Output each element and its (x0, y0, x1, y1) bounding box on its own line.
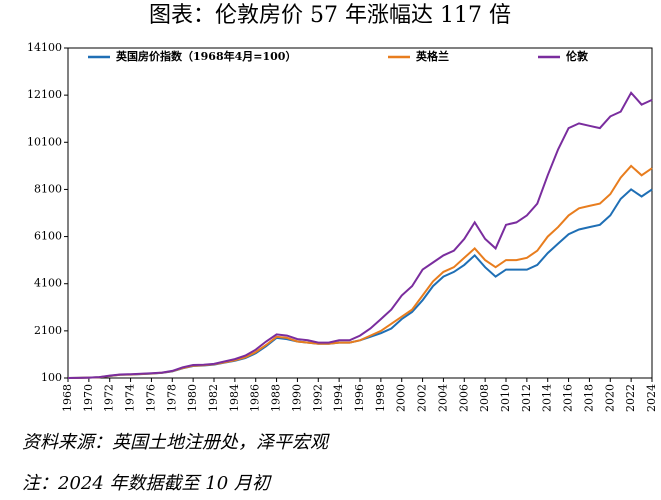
plot-frame (67, 47, 653, 379)
y-tick-label: 4100 (34, 277, 62, 290)
x-tick-label: 1978 (165, 384, 178, 412)
y-tick-label: 14100 (27, 41, 62, 54)
y-tick-label: 10100 (27, 135, 62, 148)
x-tick-label: 2010 (499, 384, 512, 412)
series-line (67, 91, 653, 379)
legend-label: 伦敦 (566, 49, 589, 63)
x-tick-label: 2004 (436, 384, 449, 412)
x-tick-label: 1984 (228, 384, 241, 412)
x-tick-label: 1976 (144, 384, 157, 412)
x-tick-label: 2024 (645, 384, 658, 412)
chart-title: 图表：伦敦房价 57 年涨幅达 117 倍 (149, 3, 511, 28)
x-tick-label: 1996 (353, 384, 366, 412)
x-tick-label: 2012 (520, 384, 533, 412)
source: 资料来源：英国土地注册处，泽平宏观 (22, 432, 330, 453)
x-tick-label: 1968 (61, 384, 74, 412)
x-tick-label: 1982 (207, 384, 220, 412)
series-line (67, 164, 653, 379)
x-tick-label: 2000 (395, 384, 408, 412)
x-tick-label: 1986 (249, 384, 262, 412)
y-tick-label: 6100 (34, 230, 62, 243)
x-tick-label: 2014 (541, 384, 554, 412)
legend-label: 英格兰 (415, 49, 449, 63)
x-tick-label: 2020 (603, 384, 616, 412)
note: 注：2024 年数据截至 10 月初 (22, 473, 273, 494)
x-tick-label: 2008 (478, 384, 491, 412)
y-tick-label: 100 (41, 371, 62, 384)
y-tick-label: 12100 (27, 88, 62, 101)
y-tick-label: 8100 (34, 182, 62, 195)
x-tick-label: 1994 (332, 384, 345, 412)
x-tick-label: 2022 (624, 384, 637, 412)
legend-label: 英国房价指数（1968年4月=100） (115, 49, 296, 63)
x-tick-label: 1980 (186, 384, 199, 412)
x-tick-label: 2018 (582, 384, 595, 412)
x-tick-label: 1972 (103, 384, 116, 412)
y-tick-label: 2100 (34, 324, 62, 337)
series-line (67, 188, 653, 379)
x-tick-label: 2006 (457, 384, 470, 412)
x-tick-label: 2002 (416, 384, 429, 412)
x-tick-label: 1990 (290, 384, 303, 412)
x-tick-label: 1970 (82, 384, 95, 412)
x-tick-label: 1988 (270, 384, 283, 412)
x-tick-label: 1992 (311, 384, 324, 412)
x-tick-label: 2016 (562, 384, 575, 412)
x-tick-label: 1998 (374, 384, 387, 412)
x-tick-label: 1974 (124, 384, 137, 412)
